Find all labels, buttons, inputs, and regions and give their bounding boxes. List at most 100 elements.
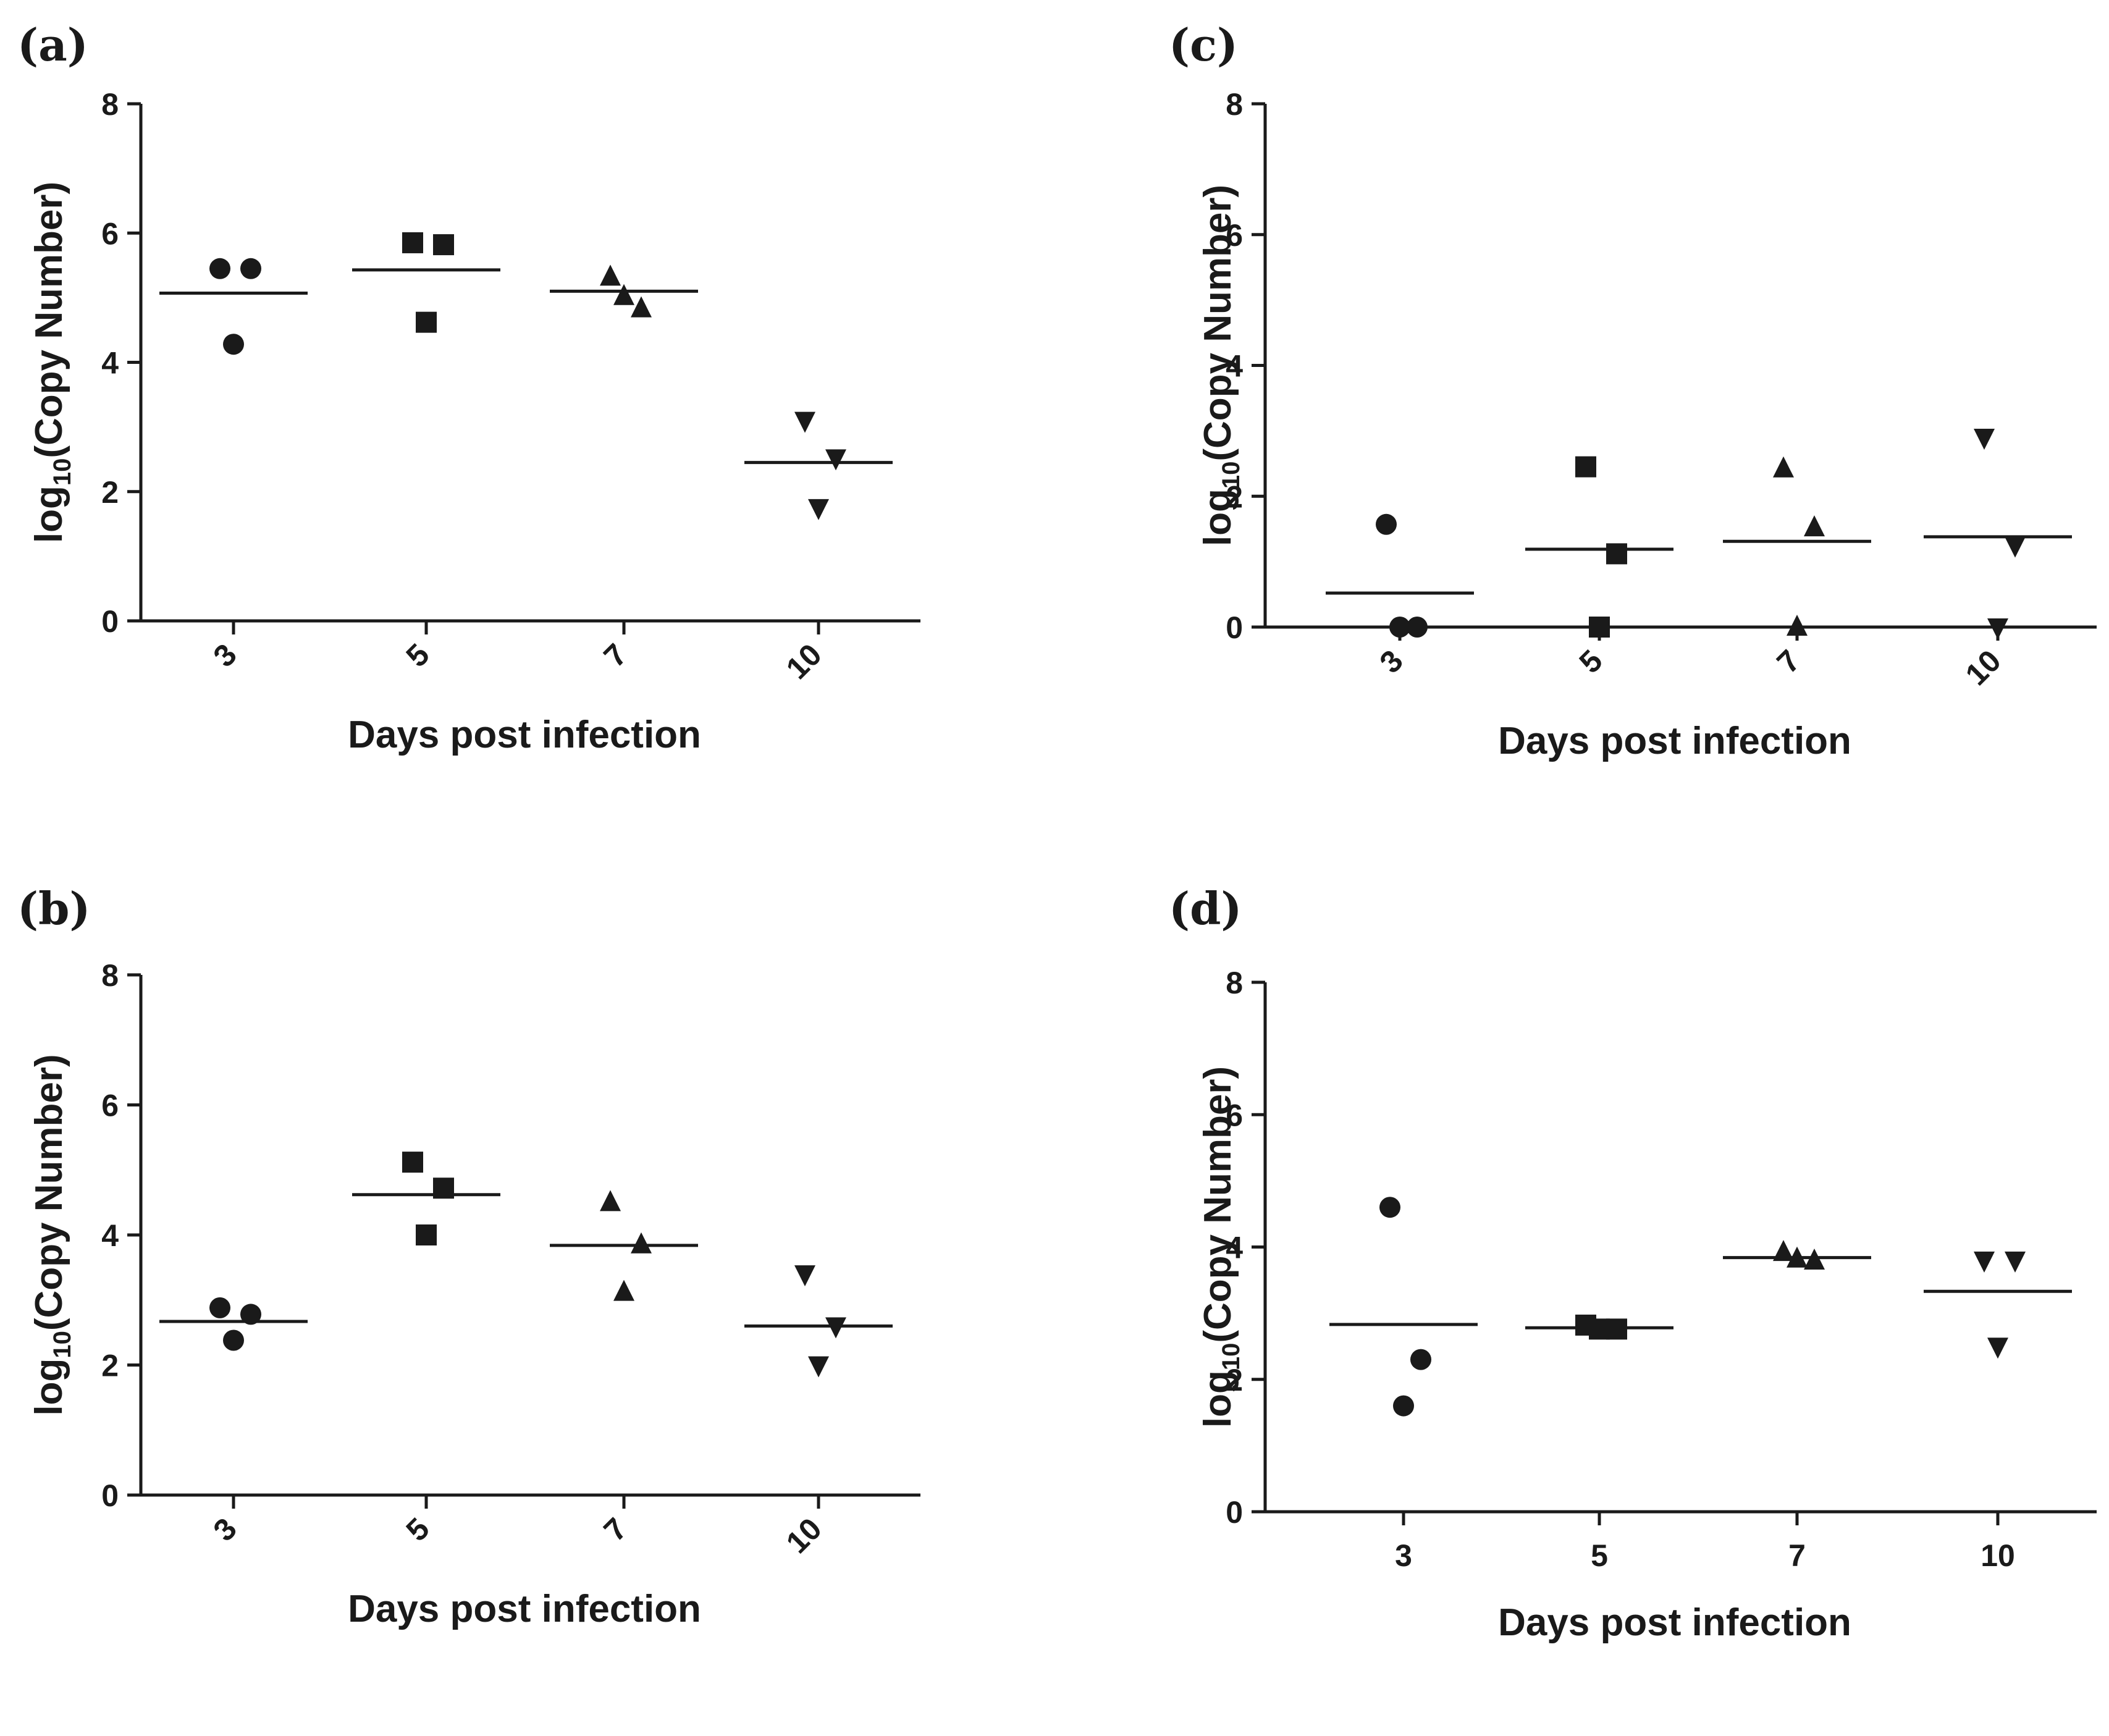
data-point-circle xyxy=(1389,617,1410,638)
series-day-3 xyxy=(159,1297,308,1351)
y-tick-label: 2 xyxy=(1226,479,1243,514)
y-tick-label: 8 xyxy=(101,958,119,993)
data-point-triangle-down xyxy=(1987,1338,2008,1359)
data-point-square xyxy=(433,234,454,256)
x-tick-label: 3 xyxy=(1395,1538,1412,1573)
panel-label-b: (b) xyxy=(17,882,91,935)
series-day-5 xyxy=(352,1152,500,1245)
panel-label-a: (a) xyxy=(17,19,88,71)
y-tick-label: 4 xyxy=(1226,349,1243,384)
data-point-square xyxy=(1589,617,1610,638)
x-tick-label: 5 xyxy=(1573,643,1609,680)
data-point-circle xyxy=(223,334,244,355)
data-point-triangle-up xyxy=(1773,456,1794,478)
data-point-square xyxy=(416,311,437,333)
y-tick-label: 2 xyxy=(1226,1363,1243,1397)
data-point-circle xyxy=(1410,1349,1431,1370)
y-tick-label: 0 xyxy=(1226,610,1243,645)
panel-label-c: (c) xyxy=(1169,19,1238,71)
y-axis-title: log10(Copy Number) xyxy=(1197,185,1245,546)
data-point-triangle-up xyxy=(631,1232,652,1254)
data-point-circle xyxy=(223,1329,244,1351)
data-point-triangle-up xyxy=(631,296,652,318)
data-point-triangle-down xyxy=(808,1356,829,1378)
chart-panel-d: 0 2 4 6 8 3 5 7 10 Days post infection log10(Copy … xyxy=(1197,966,2097,1644)
y-tick-label: 4 xyxy=(101,1218,119,1253)
x-axis-title: Days post infection xyxy=(1498,1601,1851,1644)
x-axis-title: Days post infection xyxy=(348,714,701,756)
data-point-triangle-up xyxy=(1787,615,1808,636)
data-point-triangle-down xyxy=(1974,1251,1995,1273)
data-point-triangle-down xyxy=(808,499,829,520)
y-axis-title: log10(Copy Number) xyxy=(28,182,76,543)
y-tick-label: 2 xyxy=(101,475,119,510)
y-tick-label: 0 xyxy=(101,604,119,639)
series-day-3 xyxy=(1326,513,1474,638)
y-tick-label: 0 xyxy=(101,1478,119,1513)
y-tick-label: 4 xyxy=(101,346,119,381)
x-tick-label: 5 xyxy=(1591,1538,1608,1573)
series-day-10 xyxy=(744,1265,893,1378)
y-tick-label: 6 xyxy=(101,216,119,251)
x-axis-title: Days post infection xyxy=(1498,720,1851,762)
data-point-triangle-up xyxy=(600,264,621,286)
data-point-triangle-down xyxy=(1987,618,2008,639)
series-day-5 xyxy=(352,232,500,333)
y-tick-label: 2 xyxy=(101,1349,119,1383)
panel-label-d: (d) xyxy=(1169,882,1242,935)
series-day-10 xyxy=(1924,1251,2072,1359)
chart-panel-c: 0 2 4 6 8 3 5 7 10 Days post infection log10(Copy … xyxy=(1197,87,2097,762)
data-point-circle xyxy=(209,258,230,279)
data-point-circle xyxy=(240,1304,261,1325)
data-point-triangle-up xyxy=(1773,1240,1794,1262)
data-point-triangle-up xyxy=(1804,1248,1825,1270)
data-point-triangle-down xyxy=(794,1265,815,1287)
y-tick-label: 8 xyxy=(1226,87,1243,122)
data-point-triangle-up xyxy=(1787,1246,1808,1268)
data-point-circle xyxy=(1407,617,1428,638)
data-point-square xyxy=(1575,456,1596,478)
data-point-triangle-down xyxy=(825,449,846,471)
data-point-circle xyxy=(240,258,261,279)
series-day-10 xyxy=(744,411,893,520)
x-tick-label: 3 xyxy=(1373,643,1410,680)
y-axis-title: log10(Copy Number) xyxy=(28,1054,76,1415)
data-point-triangle-down xyxy=(794,411,815,433)
data-point-triangle-up xyxy=(600,1190,621,1211)
y-tick-label: 0 xyxy=(1226,1495,1243,1530)
x-tick-label: 7 xyxy=(1770,643,1807,680)
data-point-triangle-up xyxy=(613,1279,634,1301)
x-tick-label: 10 xyxy=(1981,1538,2015,1573)
data-point-square xyxy=(433,1178,454,1199)
x-tick-label: 5 xyxy=(400,637,436,673)
data-point-circle xyxy=(1376,513,1397,535)
series-day-5 xyxy=(1525,1314,1673,1340)
x-tick-label: 7 xyxy=(1788,1538,1806,1573)
series-day-7 xyxy=(1723,456,1871,636)
series-day-7 xyxy=(550,264,698,318)
data-point-square xyxy=(416,1224,437,1245)
x-tick-label: 10 xyxy=(780,1511,828,1560)
series-day-3 xyxy=(1329,1197,1478,1417)
data-point-triangle-down xyxy=(825,1317,846,1339)
y-tick-label: 6 xyxy=(1226,1098,1243,1132)
x-axis-title: Days post infection xyxy=(348,1588,701,1630)
x-tick-label: 10 xyxy=(1959,643,2008,692)
y-tick-label: 4 xyxy=(1226,1231,1243,1265)
data-point-triangle-down xyxy=(2005,1251,2026,1273)
data-point-circle xyxy=(209,1297,230,1318)
chart-panel-b: 0 2 4 6 8 3 5 7 10 Days post infection log10(Copy … xyxy=(28,958,920,1630)
data-point-circle xyxy=(1393,1395,1414,1417)
series-day-3 xyxy=(159,258,308,355)
data-point-triangle-up xyxy=(613,284,634,305)
data-point-triangle-up xyxy=(1804,515,1825,537)
y-axis-title: log10(Copy Number) xyxy=(1197,1066,1245,1428)
data-point-square xyxy=(1606,543,1627,565)
chart-panel-a: 0 2 4 6 8 3 5 7 10 Days post infection log10(Copy … xyxy=(28,87,920,756)
x-tick-label: 10 xyxy=(780,637,828,686)
data-point-circle xyxy=(1379,1197,1400,1218)
data-point-square xyxy=(1589,1318,1610,1340)
data-point-triangle-down xyxy=(2005,536,2026,558)
series-day-7 xyxy=(550,1190,698,1301)
y-tick-label: 8 xyxy=(1226,966,1243,1000)
